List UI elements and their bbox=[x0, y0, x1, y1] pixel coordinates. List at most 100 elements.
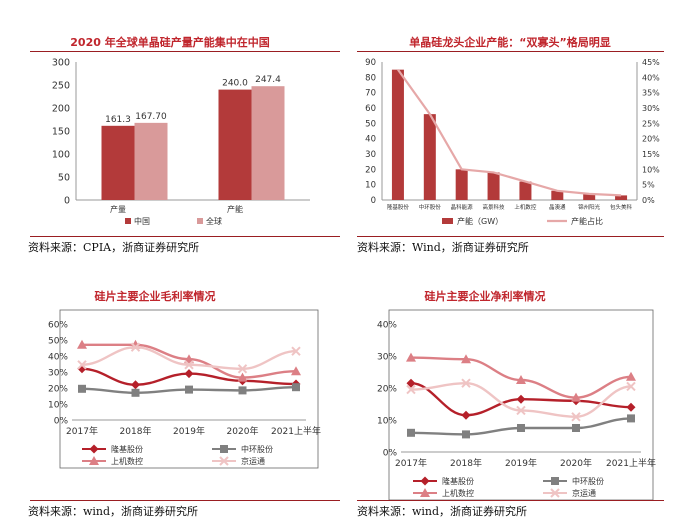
x-tick-label: 2017年 bbox=[395, 457, 427, 469]
y-tick-label: 40 bbox=[365, 135, 376, 145]
data-label: 240.0 bbox=[222, 79, 248, 89]
data-point bbox=[131, 380, 140, 390]
legend-label: 上机数控 bbox=[442, 488, 474, 498]
title-rule bbox=[30, 51, 340, 52]
x-tick-label: 2017年 bbox=[66, 425, 98, 437]
data-point bbox=[131, 388, 140, 397]
y-tick-label: 30% bbox=[48, 369, 68, 379]
y-tick-label: 20% bbox=[377, 385, 397, 395]
production-capacity-bar-chart: 0 50 100 150 200 250 300 161.3 167.70 产量 240.0 247.… bbox=[52, 58, 310, 226]
data-point bbox=[516, 375, 526, 384]
legend-marker bbox=[89, 444, 99, 454]
legend-label: 上机数控 bbox=[111, 456, 143, 466]
data-point bbox=[291, 366, 301, 376]
data-point bbox=[461, 378, 471, 388]
legend-label: 中环股份 bbox=[572, 476, 604, 486]
source-rule bbox=[357, 500, 664, 501]
chart-title: 单晶硅龙头企业产能：“双寡头”格局明显 bbox=[409, 36, 611, 49]
y2-tick-label: 5% bbox=[642, 181, 655, 190]
legend-marker bbox=[420, 488, 430, 497]
data-point bbox=[571, 412, 581, 422]
y-tick-label: 90 bbox=[365, 58, 376, 68]
legend-swatch bbox=[125, 218, 131, 224]
data-point bbox=[626, 402, 636, 412]
y2-tick-label: 15% bbox=[642, 150, 660, 159]
y-tick-label: 40% bbox=[48, 353, 68, 363]
bar bbox=[455, 169, 468, 200]
data-point bbox=[292, 383, 300, 392]
bar bbox=[391, 69, 404, 201]
x-tick-label: 2020年 bbox=[560, 457, 592, 469]
y-tick-label: 60% bbox=[48, 321, 68, 331]
x-tick-label: 包头美科 bbox=[610, 203, 633, 211]
leading-firms-capacity-chart: 0 10 20 30 40 50 60 70 80 90 0% 5% 10% 15% 20% 25% 30% 35… bbox=[365, 58, 660, 226]
y-tick-label: 10% bbox=[48, 401, 68, 411]
data-point bbox=[461, 410, 471, 420]
data-point bbox=[462, 430, 470, 439]
y-tick-label: 30 bbox=[365, 150, 376, 160]
data-point bbox=[184, 369, 194, 379]
x-tick-label: 2020年 bbox=[227, 425, 259, 437]
chart-panel-2: 单晶硅龙头企业产能：“双寡头”格局明显 0 10 20 30 40 50 60 70 80 90 0… bbox=[0, 0, 679, 260]
legend-label: 全球 bbox=[206, 216, 222, 226]
legend-marker bbox=[420, 476, 430, 486]
series-line bbox=[397, 69, 622, 197]
legend-label: 京运通 bbox=[572, 488, 596, 498]
data-point bbox=[626, 381, 636, 392]
y-tick-label: 150 bbox=[52, 127, 70, 138]
data-point bbox=[406, 384, 416, 395]
y-tick-label: 0% bbox=[383, 449, 398, 459]
y-tick-label: 40% bbox=[377, 321, 397, 331]
legend-marker bbox=[551, 477, 559, 485]
source-note: 资料来源：wind，浙商证券研究所 bbox=[28, 505, 199, 518]
bar bbox=[218, 89, 252, 200]
x-tick-label: 高景科技 bbox=[483, 203, 506, 211]
x-tick-label: 2019年 bbox=[173, 425, 205, 437]
data-point bbox=[185, 385, 193, 394]
source-rule bbox=[30, 500, 340, 501]
data-point bbox=[407, 428, 415, 437]
gross-margin-line-chart: 0% 10% 20% 30% 40% 50% 60% 2017年 2018年 2019年 2020年… bbox=[48, 309, 321, 469]
legend-label: 产能（GW） bbox=[457, 216, 503, 226]
y-tick-label: 250 bbox=[52, 81, 70, 92]
legend-marker bbox=[89, 456, 99, 465]
bar bbox=[615, 195, 628, 200]
x-tick-label: 2021上半年 bbox=[271, 425, 321, 437]
y-tick-label: 70 bbox=[365, 89, 376, 99]
bar bbox=[487, 172, 500, 200]
source-note: 资料来源：Wind，浙商证券研究所 bbox=[357, 241, 529, 254]
data-point bbox=[237, 372, 248, 382]
data-point bbox=[78, 384, 86, 393]
y-tick-label: 80 bbox=[365, 73, 376, 83]
y2-tick-label: 0% bbox=[642, 196, 655, 205]
y-tick-label: 300 bbox=[52, 58, 70, 69]
y-tick-label: 10 bbox=[365, 181, 376, 191]
title-rule bbox=[357, 51, 664, 52]
data-point bbox=[406, 378, 416, 388]
x-tick-label: 隆基股份 bbox=[387, 203, 410, 211]
chart-title: 2020 年全球单晶硅产量产能集中在中国 bbox=[70, 36, 270, 49]
data-label: 161.3 bbox=[105, 115, 131, 125]
legend-marker bbox=[219, 456, 229, 466]
data-point bbox=[516, 394, 526, 404]
y2-tick-label: 25% bbox=[642, 119, 660, 128]
x-tick-label: 2018年 bbox=[120, 425, 152, 437]
source-rule bbox=[30, 236, 340, 237]
legend-swatch bbox=[197, 218, 203, 224]
plot-frame bbox=[59, 309, 319, 469]
bar bbox=[583, 193, 596, 200]
source-rule bbox=[357, 236, 664, 237]
y-tick-label: 50 bbox=[58, 173, 70, 184]
x-tick-label: 2018年 bbox=[450, 457, 482, 469]
legend-label: 中环股份 bbox=[241, 444, 273, 454]
data-point bbox=[627, 414, 635, 423]
y2-tick-label: 45% bbox=[642, 58, 660, 67]
bar bbox=[101, 125, 135, 200]
data-point bbox=[130, 342, 141, 352]
x-tick-label: 锦州阳光 bbox=[578, 203, 601, 211]
data-point bbox=[406, 352, 416, 362]
y-tick-label: 0 bbox=[64, 196, 70, 207]
y-tick-label: 0 bbox=[371, 196, 376, 206]
y2-tick-label: 30% bbox=[642, 104, 660, 113]
